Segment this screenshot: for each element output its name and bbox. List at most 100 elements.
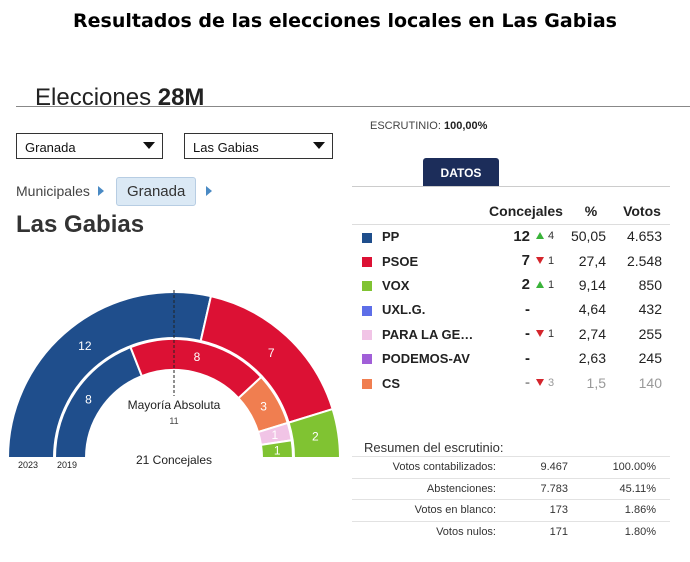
party-name: VOX [382, 277, 410, 293]
table-row[interactable]: PSOE 7 1 27,4 2.548 [352, 248, 670, 272]
party-color-swatch [362, 256, 372, 267]
municipality-select[interactable]: Las Gabias [184, 133, 333, 159]
delta-cell: 3 [536, 370, 568, 394]
triangle-up-icon [536, 232, 544, 240]
resumen-label: Abstenciones: [352, 477, 510, 500]
party-color-swatch [362, 232, 372, 243]
breadcrumb-granada[interactable]: Granada [115, 176, 197, 206]
page-headline: Resultados de las elecciones locales en … [73, 10, 617, 32]
triangle-down-icon [536, 329, 544, 337]
hemicycle-seat-label: 1 [274, 443, 281, 457]
table-row[interactable]: PP 12 4 50,05 4.653 [352, 224, 670, 248]
escrutinio-value: 100,00% [443, 120, 488, 132]
votes-cell: 140 [638, 374, 662, 391]
resumen-table: Votos contabilizados: 9.467 100.00% Abstenc… [352, 456, 670, 543]
votes-cell: 245 [638, 350, 662, 367]
breadcrumb: Municipales Granada [16, 176, 224, 206]
results-table: Concejales % Votos PP 12 4 50,05 4.653 PSOE 7 1… [352, 198, 670, 395]
hemicycle-seat-label: 7 [268, 346, 275, 360]
hemicycle-seat-label: 1 [272, 428, 279, 442]
votes-cell: 850 [638, 276, 662, 293]
party-cell: PODEMOS-AV [352, 346, 484, 370]
party-name: PARA LA GE… [382, 326, 474, 342]
party-color-swatch [362, 378, 372, 389]
majority-value: 11 [169, 416, 178, 426]
escrutinio-status: ESCRUTINIO: 100,00% [370, 120, 487, 132]
resumen-label: Votos contabilizados: [352, 456, 510, 478]
party-name: UXL.G. [382, 302, 426, 318]
party-header [352, 198, 484, 224]
province-select[interactable]: Granada [16, 133, 163, 159]
majority-label: Mayoría Absoluta [128, 398, 221, 412]
party-cell: UXL.G. [352, 297, 484, 321]
party-cell: PSOE [352, 248, 484, 272]
place-title: Las Gabias [16, 211, 145, 238]
party-name: PSOE [382, 253, 419, 269]
seat-delta: 1 [548, 278, 555, 291]
seats-cell: - [525, 325, 530, 343]
pct-cell: 4,64 [578, 301, 606, 318]
hemicycle-seat-label: 3 [260, 399, 267, 413]
votes-cell: 432 [638, 301, 662, 318]
table-row[interactable]: CS - 3 1,5 140 [352, 370, 670, 394]
hemicycle-seat-label: 12 [78, 339, 92, 353]
chevron-down-icon [313, 142, 325, 149]
hemicycle-segment-2019-vox[interactable] [259, 439, 295, 459]
party-color-swatch [362, 330, 372, 341]
escrutinio-label: ESCRUTINIO: [370, 120, 441, 132]
resumen-pct: 1.86% [580, 499, 670, 521]
seats-cell: - [525, 374, 530, 392]
table-row[interactable]: PODEMOS-AV - 2,63 245 [352, 346, 670, 370]
delta-cell [536, 297, 568, 321]
seats-header: Concejales [489, 202, 563, 219]
delta-cell: 1 [536, 322, 568, 346]
seats-cell: - [525, 349, 530, 367]
title-divider [16, 106, 690, 107]
pct-cell: 2,63 [578, 350, 606, 367]
party-name: PP [382, 229, 400, 245]
triangle-down-icon [536, 256, 544, 264]
hemicycle-seat-label: 8 [194, 350, 201, 364]
resumen-pct: 45.11% [580, 477, 670, 500]
resumen-pct: 100.00% [580, 456, 670, 478]
chevron-right-icon [206, 186, 213, 196]
seat-delta: 1 [548, 327, 555, 340]
resumen-row: Abstenciones: 7.783 45.11% [352, 477, 670, 500]
hemicycle-seat-label: 8 [85, 393, 92, 407]
party-cell: PARA LA GE… [352, 322, 484, 346]
party-color-swatch [362, 305, 372, 316]
seats-cell: 2 [521, 276, 530, 294]
table-row[interactable]: VOX 2 1 9,14 850 [352, 273, 670, 297]
resumen-value: 7.783 [510, 477, 580, 500]
resumen-row: Votos nulos: 171 1.80% [352, 520, 670, 543]
pct-cell: 9,14 [578, 276, 606, 293]
party-name: PODEMOS-AV [382, 351, 470, 367]
party-cell: CS [352, 370, 484, 394]
breadcrumb-municipales[interactable]: Municipales [16, 183, 90, 199]
party-color-swatch [362, 354, 372, 365]
resumen-row: Votos en blanco: 173 1.86% [352, 499, 670, 521]
province-select-value: Granada [25, 140, 76, 155]
party-cell: VOX [352, 273, 484, 297]
delta-cell [536, 346, 568, 370]
party-name: CS [382, 375, 401, 391]
votes-cell: 4.653 [626, 228, 662, 245]
party-color-swatch [362, 281, 372, 292]
votes-header: Votos [623, 202, 661, 219]
municipality-select-value: Las Gabias [193, 140, 259, 155]
table-row[interactable]: UXL.G. - 4,64 432 [352, 297, 670, 321]
election-title: Elecciones 28M [35, 84, 204, 112]
seats-cell: 12 [513, 227, 530, 245]
triangle-up-icon [536, 280, 544, 288]
resumen-pct: 1.80% [580, 520, 670, 543]
pct-cell: 50,05 [570, 228, 606, 245]
results-body: PP 12 4 50,05 4.653 PSOE 7 1 27,4 2.548 VOX 2 1 9,14 8… [352, 224, 670, 395]
table-row[interactable]: PARA LA GE… - 1 2,74 255 [352, 322, 670, 346]
resumen-value: 173 [510, 499, 580, 521]
votes-cell: 255 [638, 325, 662, 342]
tab-datos[interactable]: DATOS [423, 158, 499, 186]
hemicycle-chart: 2023 2019 Mayoría Absoluta 11 21 Conceja… [6, 290, 342, 470]
seat-delta: 4 [548, 230, 555, 243]
party-cell: PP [352, 224, 484, 248]
resumen-label: Votos nulos: [352, 520, 510, 543]
